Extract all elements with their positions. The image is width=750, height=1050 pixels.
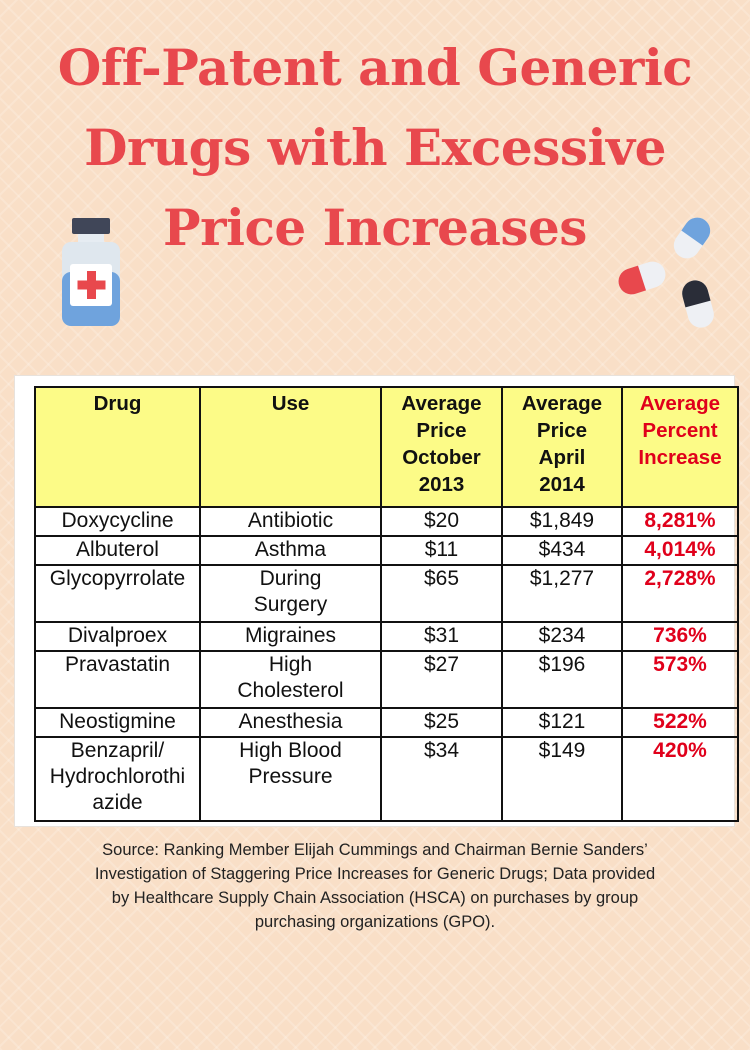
table-row: Pravastatin High Cholesterol $27 $196 57… (34, 650, 739, 709)
price-oct-cell: $31 (380, 621, 503, 652)
header-line: October (402, 446, 481, 469)
drug-cell: Glycopyrrolate (34, 564, 201, 623)
price-oct-cell: $27 (380, 650, 503, 709)
use-line: High (268, 653, 313, 676)
source-line: Source: Ranking Member Elijah Cummings a… (102, 841, 648, 859)
drug-line: azide (92, 791, 143, 814)
price-oct-cell: $65 (380, 564, 503, 623)
percent-cell: 573% (621, 650, 739, 709)
price-oct-cell: $34 (380, 736, 503, 822)
use-cell: Migraines (199, 621, 382, 652)
use-line: High Blood (239, 739, 342, 762)
table-row: Doxycycline Antibiotic $20 $1,849 8,281% (34, 506, 739, 537)
header-line: 2014 (539, 473, 585, 496)
table-row: Benzapril/ Hydrochlorothi azide High Blo… (34, 736, 739, 822)
use-line: During (259, 567, 322, 590)
price-oct-cell: $11 (380, 535, 503, 566)
header-line: Average (639, 392, 721, 415)
drug-cell: Benzapril/ Hydrochlorothi azide (34, 736, 201, 822)
capsule-pills-icon (618, 217, 714, 328)
page-title: Off-Patent and Generic Drugs with Excess… (40, 28, 710, 268)
table-row: Neostigmine Anesthesia $25 $121 522% (34, 707, 739, 738)
header-line: Price (536, 419, 588, 442)
title-line: Drugs with Excessive (84, 118, 666, 177)
header-price-oct-2013: Average Price October 2013 (380, 386, 503, 508)
use-cell: High Cholesterol (199, 650, 382, 709)
header-line: Percent (642, 419, 718, 442)
price-apr-cell: $434 (501, 535, 623, 566)
header-price-apr-2014: Average Price April 2014 (501, 386, 623, 508)
source-line: Investigation of Staggering Price Increa… (94, 865, 656, 883)
source-line: by Healthcare Supply Chain Association (… (111, 889, 639, 907)
percent-cell: 2,728% (621, 564, 739, 623)
use-line: Cholesterol (237, 679, 344, 702)
percent-cell: 736% (621, 621, 739, 652)
drug-cell: Doxycycline (34, 506, 201, 537)
price-apr-cell: $1,277 (501, 564, 623, 623)
price-table-panel: Drug Use Average Price October 2013 Aver… (14, 375, 739, 827)
header-line: Average (401, 392, 482, 415)
drug-cell: Albuterol (34, 535, 201, 566)
source-line: purchasing organizations (GPO). (254, 913, 496, 931)
use-cell: During Surgery (199, 564, 382, 623)
price-apr-cell: $149 (501, 736, 623, 822)
use-cell: Asthma (199, 535, 382, 566)
header-line: Increase (638, 446, 722, 469)
medicine-bottle-icon (62, 218, 120, 326)
percent-cell: 522% (621, 707, 739, 738)
drug-cell: Neostigmine (34, 707, 201, 738)
use-line: Pressure (248, 765, 333, 788)
price-oct-cell: $25 (380, 707, 503, 738)
percent-cell: 8,281% (621, 506, 739, 537)
use-cell: Antibiotic (199, 506, 382, 537)
drug-cell: Divalproex (34, 621, 201, 652)
header-line: 2013 (418, 473, 465, 496)
percent-cell: 420% (621, 736, 739, 822)
drug-cell: Pravastatin (34, 650, 201, 709)
table-row: Albuterol Asthma $11 $434 4,014% (34, 535, 739, 566)
price-apr-cell: $121 (501, 707, 623, 738)
table-header-row: Drug Use Average Price October 2013 Aver… (34, 386, 739, 508)
header-line: Average (521, 392, 603, 415)
use-cell: High Blood Pressure (199, 736, 382, 822)
title-line: Off-Patent and Generic (57, 38, 693, 97)
percent-cell: 4,014% (621, 535, 739, 566)
header-line: Price (416, 419, 467, 442)
header-drug: Drug (34, 386, 201, 508)
price-apr-cell: $1,849 (501, 506, 623, 537)
drug-line: Benzapril/ (70, 739, 165, 762)
source-note: Source: Ranking Member Elijah Cummings a… (20, 838, 730, 934)
use-line: Surgery (253, 593, 328, 616)
price-apr-cell: $234 (501, 621, 623, 652)
header-line: April (538, 446, 586, 469)
price-apr-cell: $196 (501, 650, 623, 709)
header-use: Use (199, 386, 382, 508)
price-table: Drug Use Average Price October 2013 Aver… (34, 386, 739, 822)
use-cell: Anesthesia (199, 707, 382, 738)
table-row: Divalproex Migraines $31 $234 736% (34, 621, 739, 652)
title-line: Price Increases (163, 198, 587, 257)
table-row: Glycopyrrolate During Surgery $65 $1,277… (34, 564, 739, 623)
drug-line: Hydrochlorothi (49, 765, 186, 788)
header-percent-increase: Average Percent Increase (621, 386, 739, 508)
price-oct-cell: $20 (380, 506, 503, 537)
